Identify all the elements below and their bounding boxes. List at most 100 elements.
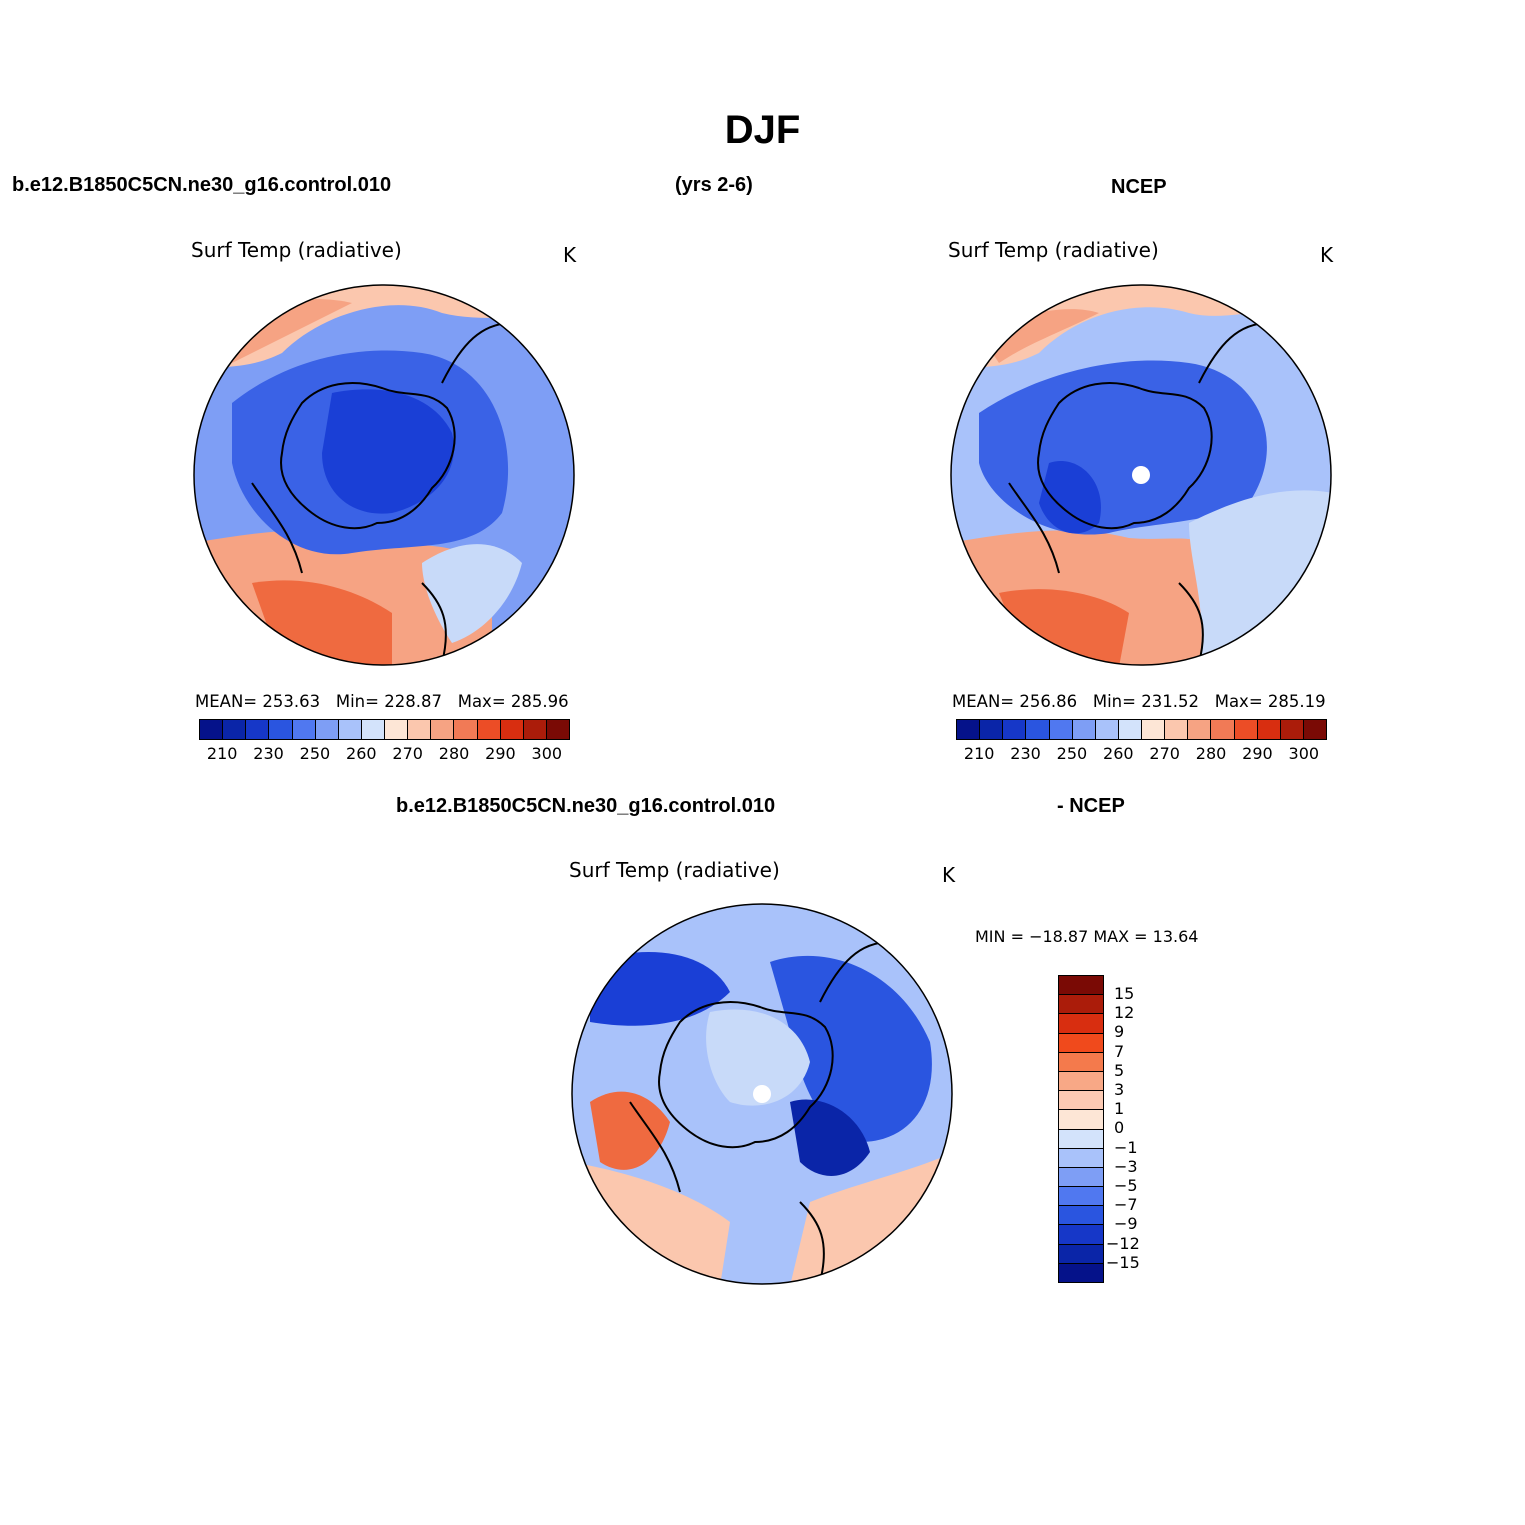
map-field-arctic-cold (322, 389, 454, 514)
colorbar-swatch (957, 720, 981, 739)
colorbar-swatch (408, 720, 432, 739)
years-header: (yrs 2-6) (675, 174, 753, 196)
colorbar-tick-label: 15 (1114, 984, 1135, 1003)
map-field-europe-pale (422, 544, 522, 643)
colorbar-tick-label: 210 (963, 744, 995, 763)
colorbar-tick-label: 280 (438, 744, 470, 763)
colorbar-swatch (1303, 720, 1326, 739)
colorbar-tick-label: 250 (1056, 744, 1088, 763)
colorbar-tick-label: 290 (485, 744, 516, 763)
panel-title-model: Surf Temp (radiative) (191, 238, 402, 262)
polar-map-diff (571, 903, 953, 1285)
colorbar-swatch (246, 720, 270, 739)
colorbar-tick-label: 9 (1114, 1022, 1125, 1042)
colorbar-tick-label: 0 (1114, 1118, 1125, 1138)
colorbar-swatch (1003, 720, 1027, 739)
polar-map-obs (950, 284, 1332, 666)
polar-map-model (193, 284, 575, 666)
colorbar-swatch (1257, 720, 1281, 739)
colorbar-swatch (1059, 1052, 1103, 1072)
case-header: b.e12.B1850C5CN.ne30_g16.control.010 (12, 174, 392, 196)
stats-model: MEAN= 253.63 Min= 228.87 Max= 285.96 (195, 692, 569, 711)
colorbar-swatch (269, 720, 293, 739)
colorbar-swatch (431, 720, 455, 739)
colorbar-swatch (223, 720, 247, 739)
map-field-scand-cold (790, 1099, 870, 1176)
panel-title-obs: Surf Temp (radiative) (948, 238, 1159, 262)
colorbar-diff (1058, 975, 1104, 1283)
colorbar-tick-label: −7 (1114, 1195, 1138, 1215)
colorbar-swatch (1059, 1225, 1103, 1245)
colorbar-swatch (1059, 1129, 1103, 1149)
colorbar-swatch (1059, 976, 1103, 996)
colorbar-tick-label: 300 (531, 744, 563, 763)
colorbar-tick-label: 260 (1103, 744, 1134, 763)
colorbar-swatch (1059, 1033, 1103, 1053)
colorbar-swatch (1118, 720, 1142, 739)
colorbar-tick-label: 250 (299, 744, 331, 763)
colorbar-tick-label: −5 (1114, 1176, 1138, 1195)
colorbar-tick-label: 300 (1288, 744, 1320, 763)
map-boundary (193, 284, 575, 666)
colorbar-tick-label: −3 (1114, 1156, 1138, 1176)
map-boundary (571, 903, 953, 1285)
colorbar-swatch (454, 720, 478, 739)
colorbar-swatch (338, 720, 362, 739)
colorbar-swatch (361, 720, 385, 739)
colorbar-swatch (523, 720, 547, 739)
colorbar-swatch (1059, 1014, 1103, 1034)
colorbar-tick-label: 230 (1010, 744, 1041, 763)
colorbar-tick-label: 290 (1242, 744, 1273, 763)
colorbar-tick-label: −12 (1106, 1233, 1140, 1253)
stats-diff: MIN = −18.87 MAX = 13.64 (975, 927, 1199, 946)
colorbar-swatch (980, 720, 1004, 739)
map-field-europe-pale (1189, 490, 1331, 665)
colorbar-tick-label: 12 (1114, 1003, 1135, 1023)
colorbar-swatch (1165, 720, 1189, 739)
colorbar-swatch (1188, 720, 1212, 739)
colorbar-tick-label: 7 (1114, 1041, 1125, 1061)
colorbar-tick-label: 5 (1114, 1060, 1125, 1080)
panel-title-diff: Surf Temp (radiative) (569, 858, 780, 882)
colorbar-swatch (1059, 1110, 1103, 1130)
panel-units-obs: K (1320, 243, 1334, 267)
colorbar-swatch (1095, 720, 1119, 739)
colorbar-obs: 210 230 250 260 270 280 290 300 (956, 719, 1327, 763)
colorbar-tick-label: 3 (1114, 1080, 1125, 1099)
colorbar-swatch (1142, 720, 1166, 739)
map-field-north-cold (590, 952, 730, 1026)
colorbar-model: 210 230 250 260 270 280 290 300 (199, 719, 570, 763)
colorbar-swatch (477, 720, 501, 739)
map-coastline (251, 322, 513, 664)
colorbar-swatch (1059, 1206, 1103, 1226)
diff-case-header: b.e12.B1850C5CN.ne30_g16.control.010 (396, 795, 776, 817)
colorbar-swatch (1280, 720, 1304, 739)
map-field-alaska-warm (590, 1091, 670, 1170)
map-field-northeast-cold (770, 955, 932, 1142)
colorbar-swatch (1059, 995, 1103, 1015)
colorbar-tick-label: −15 (1106, 1252, 1140, 1272)
colorbar-swatch (500, 720, 524, 739)
pole-mask (753, 1085, 771, 1103)
colorbar-tick-label: −9 (1114, 1214, 1138, 1234)
colorbar-swatch (200, 720, 224, 739)
colorbar-tick-label: 280 (1195, 744, 1227, 763)
panel-units-model: K (563, 243, 577, 267)
map-boundary (950, 284, 1332, 666)
figure-title: DJF (724, 108, 801, 152)
colorbar-swatch (1234, 720, 1258, 739)
colorbar-swatch (1211, 720, 1235, 739)
colorbar-swatch (1059, 1148, 1103, 1168)
colorbar-swatch (1059, 1187, 1103, 1207)
diff-obs-header: - NCEP (1057, 795, 1125, 817)
colorbar-swatch (315, 720, 339, 739)
colorbar-tick-label: −1 (1114, 1137, 1138, 1157)
colorbar-swatch (1059, 1263, 1103, 1282)
colorbar-swatch (1059, 1244, 1103, 1264)
colorbar-tick-label: 270 (392, 744, 423, 763)
pole-mask (1132, 466, 1150, 484)
colorbar-tick-label: 230 (253, 744, 284, 763)
colorbar-tick-label: 270 (1149, 744, 1180, 763)
colorbar-swatch (385, 720, 409, 739)
map-coastline (629, 941, 891, 1283)
